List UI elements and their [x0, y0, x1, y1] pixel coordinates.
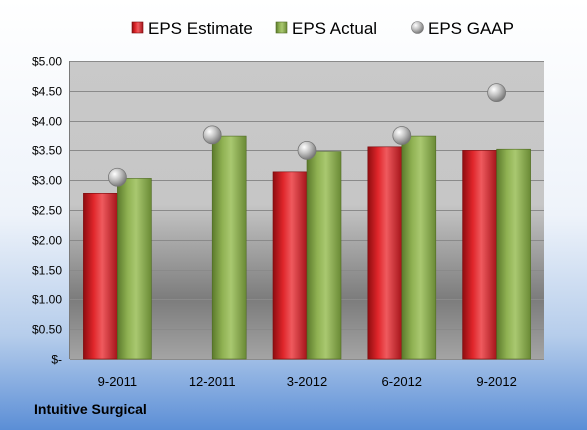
bar-eps-estimate: [367, 146, 403, 360]
bar-eps-actual: [211, 135, 247, 360]
marker-eps-gaap: [297, 140, 317, 160]
legend-label: EPS Estimate: [148, 19, 253, 38]
legend-swatch: [275, 21, 288, 34]
x-tick-label: 6-2012: [382, 374, 422, 389]
y-tick-label: $3.50: [32, 144, 62, 158]
legend-item-eps-gaap: EPS GAAP: [411, 19, 514, 38]
marker-eps-gaap: [392, 126, 412, 145]
legend-item-eps-actual: EPS Actual: [275, 19, 377, 38]
bar-eps-actual: [117, 178, 152, 360]
y-tick-label: $4.00: [32, 115, 62, 129]
bar-eps-estimate: [83, 193, 118, 360]
bar-eps-actual: [496, 148, 531, 360]
bar-eps-actual: [306, 151, 342, 360]
x-tick-label: 9-2011: [98, 374, 138, 389]
y-tick-label: $0.50: [32, 323, 62, 337]
x-tick-label: 9-2012: [476, 374, 516, 389]
bars: [83, 135, 531, 360]
y-tick-label: $2.00: [32, 234, 62, 248]
y-tick-label: $3.00: [32, 174, 62, 188]
y-tick-label: $1.50: [32, 264, 62, 278]
legend-swatch: [411, 21, 424, 34]
legend-item-eps-estimate: EPS Estimate: [131, 19, 253, 38]
gaap-markers: [108, 83, 507, 187]
legend-label: EPS GAAP: [428, 19, 514, 38]
marker-eps-gaap: [108, 167, 127, 187]
bar-eps-estimate: [462, 150, 497, 360]
y-tick-label: $4.50: [32, 85, 62, 99]
legend: EPS Estimate EPS Actual EPS GAAP: [131, 19, 514, 38]
marker-eps-gaap: [202, 125, 222, 145]
x-tick-label: 3-2012: [287, 374, 327, 389]
legend-swatch: [131, 21, 144, 34]
bar-eps-estimate: [272, 171, 308, 360]
bar-eps-actual: [401, 135, 437, 360]
marker-eps-gaap: [487, 83, 507, 102]
x-axis: 9-2011 12-2011 3-2012 6-2012 9-2012: [98, 374, 517, 389]
y-tick-label: $1.00: [32, 293, 62, 307]
y-axis: $- $0.50 $1.00 $1.50 $2.00 $2.50 $3.00 $3.50 $4.…: [32, 55, 70, 367]
y-tick-label: $5.00: [32, 55, 62, 69]
y-tick-label: $2.50: [32, 204, 62, 218]
y-tick-label: $-: [51, 353, 62, 367]
company-name: Intuitive Surgical: [34, 401, 147, 417]
x-tick-label: 12-2011: [189, 374, 236, 389]
legend-label: EPS Actual: [292, 19, 377, 38]
